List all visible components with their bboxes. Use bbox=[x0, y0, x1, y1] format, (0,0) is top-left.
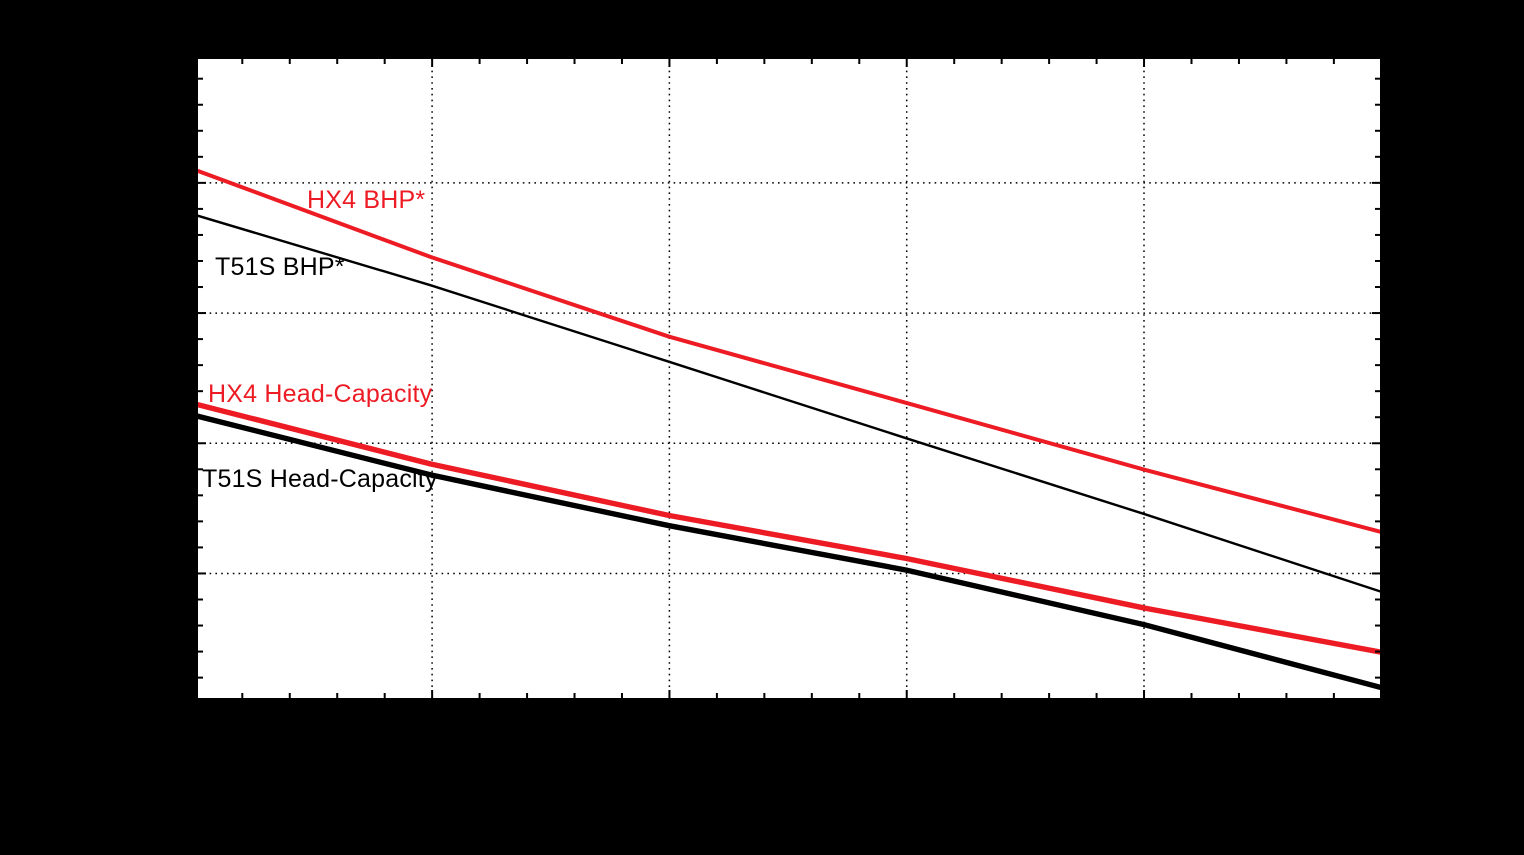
series-label-hx4-head-capacity: HX4 Head-Capacity bbox=[208, 380, 433, 408]
chart-svg bbox=[196, 57, 1382, 700]
title-artifact bbox=[646, 52, 659, 59]
series-label-t51s-bhp: T51S BHP* bbox=[215, 253, 345, 281]
series-label-t51s-head-capacity: T51S Head-Capacity bbox=[202, 465, 438, 493]
plot-area: HX4 BHP* T51S BHP* HX4 Head-Capacity T51… bbox=[196, 57, 1382, 700]
series-label-hx4-bhp: HX4 BHP* bbox=[307, 186, 426, 214]
